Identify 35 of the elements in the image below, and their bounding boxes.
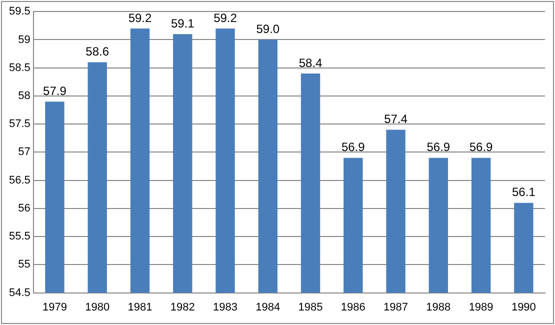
data-label: 57.4: [384, 112, 408, 126]
data-label: 56.9: [341, 140, 366, 154]
x-tick-label: 1985: [298, 301, 323, 314]
x-tick-label: 1982: [170, 301, 195, 314]
y-tick-label: 56: [18, 202, 30, 214]
y-tick-label: 58.5: [8, 62, 30, 74]
y-tick-label: 59: [18, 34, 30, 46]
x-tick-label: 1980: [85, 301, 110, 314]
y-tick-label: 57.5: [8, 118, 30, 130]
x-tick-label: 1989: [468, 301, 494, 314]
x-tick-label: 1983: [213, 301, 238, 314]
x-tick-label: 1981: [128, 301, 152, 314]
y-tick-label: 57: [18, 146, 30, 158]
data-label: 58.4: [298, 56, 323, 70]
y-tick-label: 56.5: [8, 174, 30, 186]
x-tick-label: 1988: [426, 301, 451, 314]
data-label: 57.9: [43, 84, 67, 98]
x-tick-label: 1986: [340, 301, 366, 314]
data-label: 59.2: [128, 10, 152, 25]
x-tick-label: 1990: [511, 301, 536, 314]
y-tick-label: 58: [18, 90, 30, 102]
x-tick-label: 1979: [42, 301, 67, 314]
data-label: 56.9: [469, 140, 494, 154]
y-tick-label: 59.5: [8, 6, 30, 18]
data-label: 58.6: [86, 44, 110, 59]
data-label: 56.9: [426, 140, 450, 154]
x-tick-label: 1984: [256, 301, 280, 314]
x-tick-label: 1987: [384, 301, 408, 314]
data-label: 59.2: [214, 10, 238, 25]
data-label: 56.1: [512, 185, 536, 200]
y-tick-label: 55: [18, 258, 30, 271]
data-label: 59.1: [170, 16, 195, 30]
y-tick-label: 55.5: [8, 230, 30, 243]
y-tick-label: 54.5: [8, 286, 30, 299]
data-label: 59.0: [256, 22, 280, 36]
